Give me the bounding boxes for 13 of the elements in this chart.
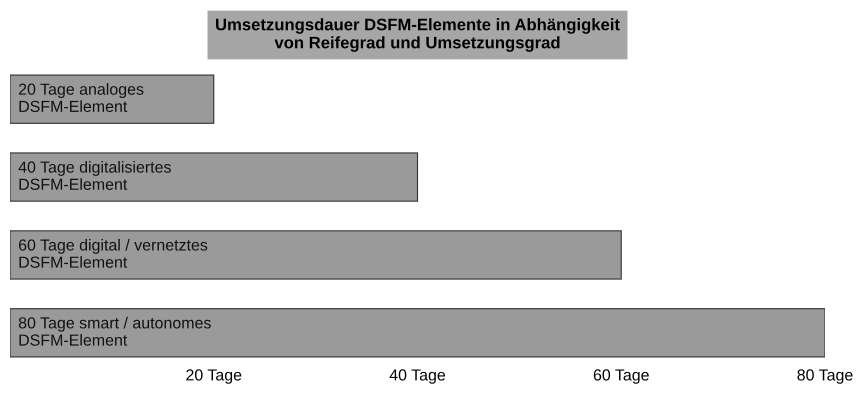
chart-title: Umsetzungsdauer DSFM-Elemente in Abhängigkeit von Reifegrad und Umsetzungsgrad (216, 18, 620, 52)
x-tick-label: 60 Tage (594, 369, 649, 384)
x-tick-label: 80 Tage (797, 369, 853, 384)
bar (10, 152, 418, 202)
y-tick-label: 40 Tage digitalisiertes DSFM-Element (18, 161, 171, 190)
y-tick-label: 80 Tage smart / autonomes DSFM-Element (18, 316, 211, 346)
bar (10, 308, 825, 358)
x-tick-label: 40 Tage (390, 369, 446, 384)
y-tick-label: 60 Tage digital / vernetztes DSFM-Element (18, 238, 208, 268)
y-tick-label: 20 Tage analoges DSFM-Element (18, 83, 144, 112)
x-tick-label: 20 Tage (186, 369, 242, 384)
bar (10, 74, 214, 124)
bar (10, 230, 622, 280)
